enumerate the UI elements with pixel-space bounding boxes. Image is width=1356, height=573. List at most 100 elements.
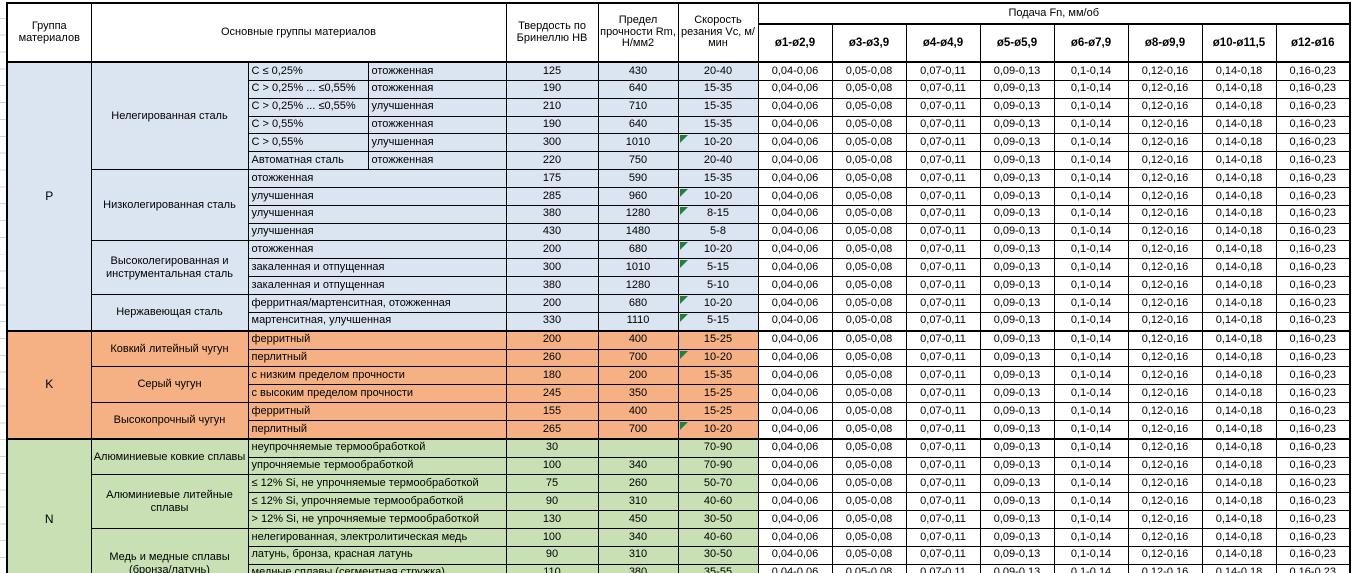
feed-cell-d1[interactable]: 0,04-0,06: [757, 510, 833, 529]
feed-cell-d6[interactable]: 0,12-0,16: [1127, 169, 1203, 188]
feed-cell-d5[interactable]: 0,1-0,14: [1053, 311, 1129, 332]
feed-cell-d3[interactable]: 0,07-0,11: [905, 402, 981, 421]
feed-cell-d8[interactable]: 0,16-0,23: [1275, 60, 1351, 81]
feed-cell-d3[interactable]: 0,07-0,11: [905, 222, 981, 242]
group-letter-cell[interactable]: K: [6, 329, 92, 440]
feed-cell-d8[interactable]: 0,16-0,23: [1275, 366, 1351, 386]
feed-cell-d8[interactable]: 0,16-0,23: [1275, 222, 1351, 242]
feed-cell-d8[interactable]: 0,16-0,23: [1275, 419, 1351, 440]
feed-cell-d1[interactable]: 0,04-0,06: [757, 97, 833, 117]
feed-cell-d5[interactable]: 0,1-0,14: [1053, 60, 1129, 81]
feed-cell-d2[interactable]: 0,05-0,08: [831, 115, 907, 135]
material-state-cell[interactable]: отожженная: [367, 79, 507, 99]
feed-cell-d1[interactable]: 0,04-0,06: [757, 79, 833, 99]
feed-cell-d6[interactable]: 0,12-0,16: [1127, 474, 1203, 494]
strength-cell[interactable]: 1280: [597, 276, 679, 295]
feed-cell-d3[interactable]: 0,07-0,11: [905, 311, 981, 332]
feed-cell-d4[interactable]: 0,09-0,13: [979, 186, 1055, 206]
feed-cell-d2[interactable]: 0,05-0,08: [831, 563, 907, 573]
feed-cell-d6[interactable]: 0,12-0,16: [1127, 186, 1203, 206]
strength-cell[interactable]: 450: [597, 510, 679, 529]
cutting-speed-cell[interactable]: 15-35: [677, 115, 759, 135]
cutting-speed-cell[interactable]: 30-50: [677, 545, 759, 565]
feed-cell-d2[interactable]: 0,05-0,08: [831, 492, 907, 512]
hardness-cell[interactable]: 155: [505, 402, 599, 421]
feed-cell-d7[interactable]: 0,14-0,18: [1201, 527, 1277, 547]
material-detail-cell[interactable]: латунь, бронза, красная латунь: [247, 545, 507, 565]
feed-cell-d1[interactable]: 0,04-0,06: [757, 115, 833, 135]
feed-cell-d8[interactable]: 0,16-0,23: [1275, 240, 1351, 260]
feed-cell-d4[interactable]: 0,09-0,13: [979, 492, 1055, 512]
header-brinell-hardness[interactable]: Твердость по Бринеллю HB: [505, 2, 599, 63]
feed-cell-d5[interactable]: 0,1-0,14: [1053, 276, 1129, 295]
feed-cell-d2[interactable]: 0,05-0,08: [831, 402, 907, 421]
feed-cell-d5[interactable]: 0,1-0,14: [1053, 169, 1129, 188]
hardness-cell[interactable]: 200: [505, 329, 599, 350]
feed-cell-d5[interactable]: 0,1-0,14: [1053, 563, 1129, 573]
feed-cell-d2[interactable]: 0,05-0,08: [831, 222, 907, 242]
strength-cell[interactable]: 200: [597, 366, 679, 386]
hardness-cell[interactable]: 300: [505, 133, 599, 153]
hardness-cell[interactable]: 190: [505, 115, 599, 135]
material-detail-cell[interactable]: закаленная и отпущенная: [247, 258, 507, 278]
feed-cell-d1[interactable]: 0,04-0,06: [757, 563, 833, 573]
feed-cell-d1[interactable]: 0,04-0,06: [757, 402, 833, 421]
header-tensile-strength[interactable]: Предел прочности Rm, Н/мм2: [597, 2, 679, 63]
cutting-speed-cell[interactable]: 8-15: [677, 204, 759, 224]
feed-cell-d7[interactable]: 0,14-0,18: [1201, 133, 1277, 153]
feed-cell-d5[interactable]: 0,1-0,14: [1053, 79, 1129, 99]
feed-cell-d4[interactable]: 0,09-0,13: [979, 151, 1055, 171]
feed-cell-d6[interactable]: 0,12-0,16: [1127, 133, 1203, 153]
feed-cell-d2[interactable]: 0,05-0,08: [831, 97, 907, 117]
feed-cell-d6[interactable]: 0,12-0,16: [1127, 527, 1203, 547]
feed-cell-d8[interactable]: 0,16-0,23: [1275, 348, 1351, 368]
header-material-group[interactable]: Группа материалов: [6, 2, 92, 63]
cutting-speed-cell[interactable]: 15-35: [677, 97, 759, 117]
cutting-speed-cell[interactable]: 10-20: [677, 348, 759, 368]
feed-cell-d4[interactable]: 0,09-0,13: [979, 348, 1055, 368]
material-detail-cell[interactable]: ферритный: [247, 329, 507, 350]
feed-cell-d3[interactable]: 0,07-0,11: [905, 97, 981, 117]
cutting-speed-cell[interactable]: 10-20: [677, 293, 759, 313]
feed-cell-d5[interactable]: 0,1-0,14: [1053, 510, 1129, 529]
feed-cell-d3[interactable]: 0,07-0,11: [905, 527, 981, 547]
hardness-cell[interactable]: 380: [505, 204, 599, 224]
feed-cell-d2[interactable]: 0,05-0,08: [831, 240, 907, 260]
strength-cell[interactable]: 380: [597, 563, 679, 573]
cutting-speed-cell[interactable]: 40-60: [677, 527, 759, 547]
feed-cell-d1[interactable]: 0,04-0,06: [757, 527, 833, 547]
feed-cell-d4[interactable]: 0,09-0,13: [979, 133, 1055, 153]
feed-cell-d2[interactable]: 0,05-0,08: [831, 437, 907, 458]
feed-cell-d3[interactable]: 0,07-0,11: [905, 366, 981, 386]
feed-cell-d7[interactable]: 0,14-0,18: [1201, 474, 1277, 494]
subgroup-name-cell[interactable]: Высоколегированная и инструментальная ст…: [90, 240, 249, 295]
feed-cell-d7[interactable]: 0,14-0,18: [1201, 79, 1277, 99]
feed-cell-d7[interactable]: 0,14-0,18: [1201, 348, 1277, 368]
feed-cell-d7[interactable]: 0,14-0,18: [1201, 456, 1277, 476]
strength-cell[interactable]: 710: [597, 97, 679, 117]
hardness-cell[interactable]: 190: [505, 79, 599, 99]
feed-cell-d2[interactable]: 0,05-0,08: [831, 60, 907, 81]
cutting-speed-cell[interactable]: 15-25: [677, 384, 759, 404]
feed-cell-d8[interactable]: 0,16-0,23: [1275, 492, 1351, 512]
material-detail-cell[interactable]: отожженная: [247, 240, 507, 260]
material-detail-cell[interactable]: с высоким пределом прочности: [247, 384, 507, 404]
hardness-cell[interactable]: 220: [505, 151, 599, 171]
feed-cell-d8[interactable]: 0,16-0,23: [1275, 115, 1351, 135]
feed-cell-d4[interactable]: 0,09-0,13: [979, 169, 1055, 188]
subgroup-name-cell[interactable]: Низколегированная сталь: [90, 169, 249, 242]
feed-cell-d8[interactable]: 0,16-0,23: [1275, 293, 1351, 313]
feed-cell-d8[interactable]: 0,16-0,23: [1275, 384, 1351, 404]
feed-cell-d1[interactable]: 0,04-0,06: [757, 151, 833, 171]
feed-cell-d4[interactable]: 0,09-0,13: [979, 222, 1055, 242]
feed-cell-d6[interactable]: 0,12-0,16: [1127, 115, 1203, 135]
feed-cell-d7[interactable]: 0,14-0,18: [1201, 510, 1277, 529]
feed-cell-d3[interactable]: 0,07-0,11: [905, 545, 981, 565]
feed-cell-d6[interactable]: 0,12-0,16: [1127, 276, 1203, 295]
feed-cell-d8[interactable]: 0,16-0,23: [1275, 186, 1351, 206]
feed-cell-d3[interactable]: 0,07-0,11: [905, 293, 981, 313]
hardness-cell[interactable]: 210: [505, 97, 599, 117]
feed-cell-d4[interactable]: 0,09-0,13: [979, 329, 1055, 350]
feed-cell-d7[interactable]: 0,14-0,18: [1201, 97, 1277, 117]
strength-cell[interactable]: 400: [597, 329, 679, 350]
